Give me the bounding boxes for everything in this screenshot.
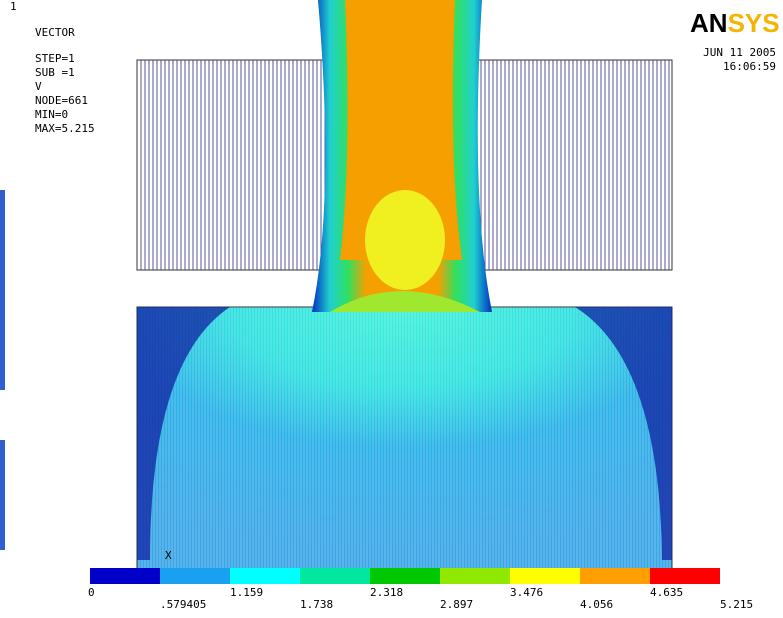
axis-label: X [165,549,172,562]
legend-label: 0 [88,586,95,599]
legend-swatch [300,568,370,584]
side-bar [0,440,5,550]
legend-swatch [160,568,230,584]
date: JUN 11 2005 [703,46,776,59]
jet-exit [330,291,480,312]
step: STEP=1 [35,52,75,65]
legend-swatch [510,568,580,584]
node: NODE=661 [35,94,88,107]
window-number: 1 [10,0,17,13]
legend-label: 4.056 [580,598,613,611]
legend-label: 1.159 [230,586,263,599]
legend-swatch [440,568,510,584]
min: MIN=0 [35,108,68,121]
plot-type: VECTOR [35,26,75,39]
logo-an: AN [690,8,728,38]
legend-label: 2.897 [440,598,473,611]
side-bar [0,190,5,390]
legend-swatch [650,568,720,584]
sub: SUB =1 [35,66,75,79]
logo-sys: SYS [728,8,780,38]
variable: V [35,80,42,93]
max: MAX=5.215 [35,122,95,135]
legend-label: 4.635 [650,586,683,599]
logo: ANSYS [690,8,780,38]
legend-label: 2.318 [370,586,403,599]
jet-core [340,0,462,260]
legend-label: 3.476 [510,586,543,599]
legend-label: 1.738 [300,598,333,611]
legend-swatch [370,568,440,584]
time: 16:06:59 [723,60,776,73]
jet-front [365,190,445,290]
legend-swatch [580,568,650,584]
lower-vectors [137,307,672,569]
legend-swatch [90,568,160,584]
legend-label: .579405 [160,598,206,611]
legend-bar [90,568,720,584]
legend-swatch [230,568,300,584]
legend-label: 5.215 [720,598,753,611]
corner-vortex [137,307,230,560]
corner-vortex [575,307,672,560]
